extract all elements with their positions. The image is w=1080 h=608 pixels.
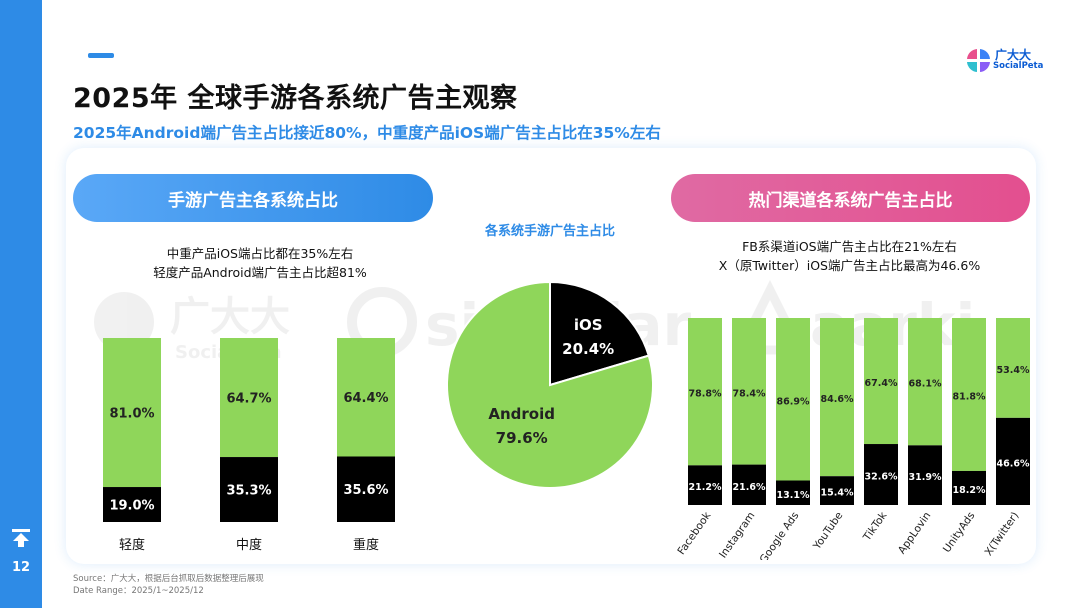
bar-android-5 — [908, 318, 942, 446]
label-ios-6: 18.2% — [953, 485, 986, 496]
date-range-line: Date Range：2025/1~2025/12 — [73, 586, 204, 596]
pie-label-name-0: iOS — [574, 316, 603, 334]
bar-android-6 — [952, 318, 986, 471]
os-share-pie-chart: iOS 20.4% Android 79.6% — [446, 280, 654, 489]
category-label-4: TikTok — [861, 509, 890, 544]
category-label-6: UnityAds — [941, 510, 978, 555]
category-label-0: 轻度 — [119, 537, 145, 553]
label-ios-0: 21.2% — [689, 482, 722, 493]
label-android-1: 64.7% — [226, 392, 271, 407]
category-label-0: Facebook — [675, 509, 714, 557]
left-section-note: 中重产品iOS端占比都在35%左右 轻度产品Android端广告主占比超81% — [100, 244, 420, 282]
bar-android-4 — [864, 318, 898, 445]
bar-android-0 — [688, 318, 722, 466]
title-accent-dash — [88, 53, 114, 58]
bar-ios-6 — [952, 470, 986, 505]
bar-android-2 — [776, 318, 810, 481]
bar-ios-1 — [220, 457, 278, 522]
brand-logo-icon — [967, 49, 990, 72]
label-android-2: 64.4% — [343, 391, 388, 406]
pie-slice-ios — [549, 280, 650, 387]
category-label-2: 重度 — [353, 537, 379, 553]
category-label-1: Instagram — [717, 510, 757, 560]
right-section-header: 热门渠道各系统广告主占比 — [671, 174, 1030, 222]
bar-ios-3 — [820, 476, 854, 505]
label-android-4: 67.4% — [865, 378, 898, 389]
bar-ios-2 — [337, 456, 395, 522]
label-ios-0: 19.0% — [109, 499, 154, 514]
bar-android-0 — [103, 338, 161, 488]
pie-label-name-1: Android — [488, 405, 555, 423]
bar-ios-0 — [103, 487, 161, 522]
pie-slice-android — [446, 280, 654, 489]
page-number: 12 — [11, 560, 31, 575]
bar-ios-2 — [776, 480, 810, 505]
label-ios-2: 13.1% — [777, 490, 810, 501]
bar-ios-4 — [864, 444, 898, 505]
category-label-2: Google Ads — [757, 510, 801, 560]
label-android-7: 53.4% — [997, 365, 1030, 376]
label-android-3: 84.6% — [821, 394, 854, 405]
bar-android-3 — [820, 318, 854, 477]
label-ios-7: 46.6% — [997, 458, 1030, 469]
left-note-line-2: 轻度产品Android端广告主占比超81% — [153, 265, 367, 280]
label-android-6: 81.8% — [953, 391, 986, 402]
label-android-0: 78.8% — [689, 389, 722, 400]
right-note-line-1: FB系渠道iOS端广告主占比在21%左右 — [742, 239, 957, 254]
bar-android-2 — [337, 338, 395, 457]
back-to-top-icon[interactable] — [10, 527, 32, 549]
brand-subname: SocialPeta — [993, 61, 1044, 71]
category-label-7: X(Twitter) — [983, 510, 1022, 558]
brand-name: 广大大 — [995, 48, 1032, 62]
bar-ios-5 — [908, 445, 942, 505]
category-label-1: 中度 — [236, 537, 262, 553]
category-label-5: AppLovin — [896, 510, 934, 557]
label-ios-3: 15.4% — [821, 488, 854, 499]
right-section-note: FB系渠道iOS端广告主占比在21%左右 X（原Twitter）iOS端广告主占… — [672, 237, 1027, 275]
pie-label-value-1: 79.6% — [496, 429, 548, 447]
page-subtitle: 2025年Android端广告主占比接近80%，中重度产品iOS端广告主占比在3… — [73, 124, 661, 142]
left-section-header: 手游广告主各系统占比 — [73, 174, 433, 222]
bar-ios-1 — [732, 464, 766, 505]
left-stacked-bar-chart: 81.0% 19.0% 轻度 64.7% 35.3% 中度 64.4% 35.6% 重度 — [103, 338, 395, 553]
channel-stacked-bar-chart: 78.8% 21.2% Facebook 78.4% 21.6% Instagram 86.… — [675, 318, 1030, 560]
source-line: Source：广大大，根据后台抓取后数据整理后展现 — [73, 574, 264, 584]
bar-android-7 — [996, 318, 1030, 418]
source-note: Source：广大大，根据后台抓取后数据整理后展现 Date Range：202… — [73, 573, 264, 597]
label-ios-4: 32.6% — [865, 472, 898, 483]
bar-android-1 — [732, 318, 766, 465]
label-android-1: 78.4% — [733, 388, 766, 399]
bar-android-1 — [220, 338, 278, 458]
bar-ios-7 — [996, 417, 1030, 505]
left-note-line-1: 中重产品iOS端占比都在35%左右 — [166, 246, 354, 261]
pie-chart-title: 各系统手游广告主占比 — [484, 224, 615, 239]
right-note-line-2: X（原Twitter）iOS端广告主占比最高为46.6% — [718, 258, 981, 273]
label-ios-1: 21.6% — [733, 482, 766, 493]
bar-ios-0 — [688, 465, 722, 505]
label-ios-2: 35.6% — [343, 483, 388, 498]
label-ios-1: 35.3% — [226, 484, 271, 499]
category-label-3: YouTube — [811, 510, 846, 553]
left-rail — [0, 0, 42, 608]
label-ios-5: 31.9% — [909, 472, 942, 483]
label-android-2: 86.9% — [777, 396, 810, 407]
page-title: 2025年 全球手游各系统广告主观察 — [73, 83, 518, 114]
label-android-5: 68.1% — [909, 379, 942, 390]
label-android-0: 81.0% — [109, 407, 154, 422]
pie-label-value-0: 20.4% — [562, 340, 614, 358]
